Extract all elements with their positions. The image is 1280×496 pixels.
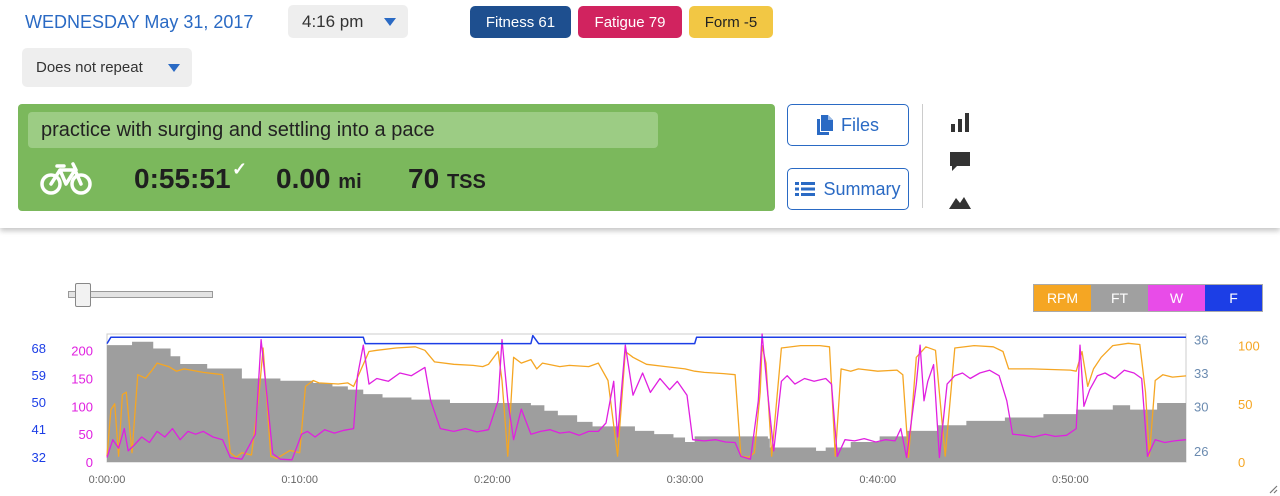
f-axis-tick: 50 xyxy=(32,395,46,410)
ft-area xyxy=(107,341,1186,462)
w-axis-tick: 150 xyxy=(71,372,93,387)
time-value: 4:16 pm xyxy=(302,11,364,31)
rpm-axis-tick: 100 xyxy=(1238,339,1260,354)
bike-icon xyxy=(40,162,92,195)
x-axis-tick: 0:50:00 xyxy=(1052,474,1089,486)
duration-value: 0:55:51 xyxy=(134,163,231,194)
f-axis-tick: 41 xyxy=(32,422,46,437)
ft-axis-tick: 33 xyxy=(1194,366,1208,381)
w-axis-tick: 100 xyxy=(71,399,93,414)
bar-chart-icon[interactable] xyxy=(948,110,972,134)
files-label: Files xyxy=(840,114,879,135)
distance-value: 0.00 xyxy=(276,163,331,194)
list-icon xyxy=(795,182,816,196)
w-axis-tick: 200 xyxy=(71,344,93,359)
x-axis-tick: 0:00:00 xyxy=(89,474,126,486)
rpm-axis-tick: 0 xyxy=(1238,455,1245,470)
divider xyxy=(922,104,923,208)
repeat-select[interactable]: Does not repeat xyxy=(22,48,192,87)
time-select[interactable]: 4:16 pm xyxy=(288,5,408,38)
files-button[interactable]: Files xyxy=(787,104,909,146)
workout-header: WEDNESDAY May 31, 2017 4:16 pm Fitness 6… xyxy=(0,0,1280,228)
f-axis-tick: 59 xyxy=(32,368,46,383)
power-line xyxy=(106,333,1187,461)
ft-axis-tick: 26 xyxy=(1194,444,1208,459)
tss-stat: 70 TSS xyxy=(408,163,486,195)
workout-chart[interactable]: 200 150 100 50 0 68 59 50 41 32 36 33 30 26 100 50 0 0:00… xyxy=(0,330,1280,496)
tss-value: 70 xyxy=(408,163,440,194)
f-axis-tick: 32 xyxy=(32,450,46,465)
legend-ft[interactable]: FT xyxy=(1091,285,1148,311)
ft-axis-tick: 30 xyxy=(1194,399,1208,414)
resize-handle-icon[interactable] xyxy=(1268,484,1278,494)
legend-w[interactable]: W xyxy=(1148,285,1205,311)
x-axis-tick: 0:10:00 xyxy=(281,474,318,486)
files-icon xyxy=(816,115,833,135)
distance-unit: mi xyxy=(338,171,362,193)
x-axis-tick: 0:30:00 xyxy=(667,474,704,486)
chevron-down-icon xyxy=(168,63,180,72)
rpm-axis-tick: 50 xyxy=(1238,397,1252,412)
f-line xyxy=(106,334,1186,345)
workout-title-input[interactable]: practice with surging and settling into … xyxy=(28,112,658,148)
chevron-down-icon xyxy=(384,17,396,26)
rpm-line xyxy=(106,342,1187,460)
summary-label: Summary xyxy=(823,178,901,199)
zoom-slider-thumb[interactable] xyxy=(74,283,91,307)
fatigue-badge: Fatigue 79 xyxy=(578,6,682,38)
x-axis-tick: 0:40:00 xyxy=(859,474,896,486)
repeat-value: Does not repeat xyxy=(36,59,143,76)
mountain-icon[interactable] xyxy=(948,189,972,213)
workout-card: practice with surging and settling into … xyxy=(18,104,775,211)
ft-axis-tick: 36 xyxy=(1194,333,1208,348)
w-axis-tick: 50 xyxy=(79,427,93,442)
summary-button[interactable]: Summary xyxy=(787,168,909,210)
legend-rpm[interactable]: RPM xyxy=(1034,285,1091,311)
zoom-slider-track[interactable] xyxy=(68,291,213,298)
distance-stat: 0.00 mi xyxy=(276,163,362,195)
legend-f[interactable]: F xyxy=(1205,285,1262,311)
w-axis-tick: 0 xyxy=(86,455,93,470)
f-axis-tick: 68 xyxy=(32,341,46,356)
workout-date[interactable]: WEDNESDAY May 31, 2017 xyxy=(25,12,254,32)
check-icon: ✓ xyxy=(232,159,248,179)
form-badge: Form -5 xyxy=(689,6,773,38)
chart-legend: RPM FT W F xyxy=(1033,284,1263,312)
fitness-badge: Fitness 61 xyxy=(470,6,571,38)
x-axis-tick: 0:20:00 xyxy=(474,474,511,486)
tss-unit: TSS xyxy=(446,171,486,193)
comment-icon[interactable] xyxy=(948,149,972,173)
